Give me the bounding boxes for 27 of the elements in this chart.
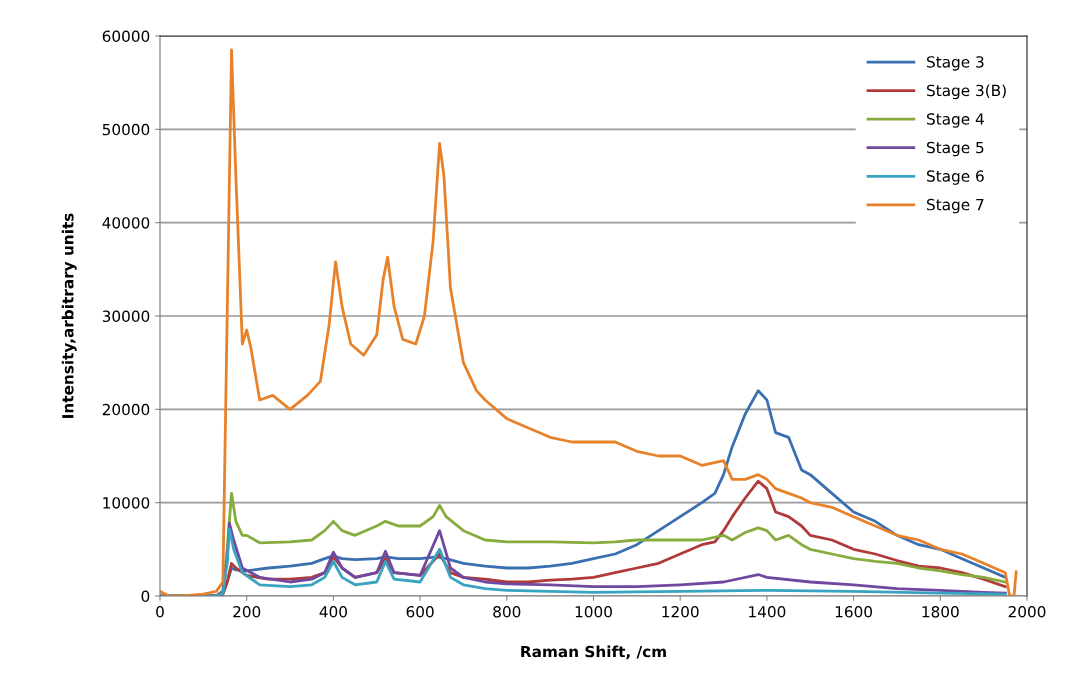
x-tick-label: 400 — [319, 605, 347, 618]
y-tick-label: 30000 — [102, 310, 150, 323]
x-axis-title: Raman Shift, /cm — [521, 645, 666, 660]
line-series — [160, 48, 1018, 596]
y-tick-label: 10000 — [103, 497, 150, 509]
y-tick-label: 20000 — [102, 403, 150, 416]
legend-label: Stage 4 — [927, 113, 984, 128]
x-tick-label: 2000 — [1008, 605, 1046, 618]
x-tick-label: 1000 — [575, 605, 612, 618]
x-tick-label: 800 — [493, 605, 521, 618]
y-tick-label: 60000 — [102, 30, 150, 43]
legend-label: Stage 5 — [927, 141, 984, 157]
x-tick-label: 1600 — [835, 605, 873, 618]
legend-label: Stage 3 — [927, 56, 984, 71]
x-tick-label: 600 — [406, 605, 434, 618]
x-tick-label: 1200 — [662, 605, 699, 618]
x-tick-label: 1400 — [749, 605, 786, 618]
x-tick-label: 0 — [156, 605, 164, 618]
y-tick-label: 50000 — [102, 123, 150, 136]
legend-label: Stage 3(B) — [927, 84, 1006, 100]
y-axis-title: Intensity,arbitrary units — [61, 213, 77, 418]
x-tick-label: 1800 — [922, 605, 959, 618]
y-tick-label: 0 — [141, 590, 150, 603]
x-tick-label: 200 — [233, 605, 261, 618]
legend-label: Stage 6 — [927, 170, 984, 185]
y-tick-label: 40000 — [102, 217, 150, 229]
legend-label: Stage 7 — [927, 198, 984, 214]
